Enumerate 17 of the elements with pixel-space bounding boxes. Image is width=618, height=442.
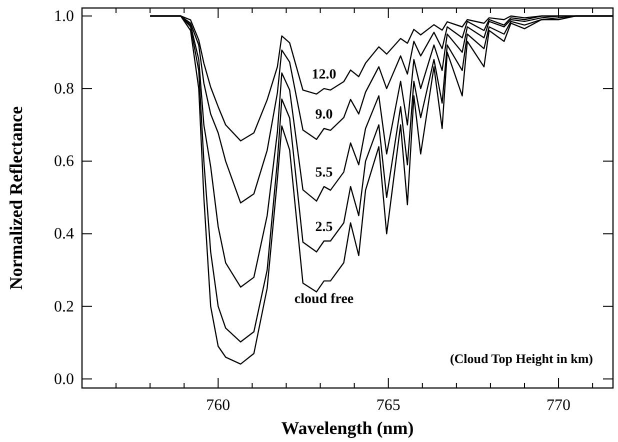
annotation: (Cloud Top Height in km) (450, 351, 593, 366)
text: 1.0 (54, 8, 74, 25)
x-tick-label: 765 (376, 397, 400, 414)
series-label: 12.0 (312, 68, 336, 83)
text: 0.0 (54, 370, 74, 388)
y-axis-title: Normalized Reflectance (6, 106, 26, 290)
series-label: cloud free (294, 292, 354, 307)
series-label: 9.0 (315, 107, 333, 122)
y-tick-label: 0.8 (54, 80, 74, 98)
series-label: 5.5 (315, 166, 333, 181)
x-tick-label: 760 (206, 397, 230, 414)
x-axis-title: Wavelength (nm) (281, 418, 414, 438)
x-tick-label: 770 (546, 397, 571, 414)
series-label: 2.5 (315, 220, 333, 236)
y-tick-label: 0.2 (54, 298, 74, 316)
y-tick-label: 0.4 (54, 226, 74, 243)
y-tick-label: 0.6 (54, 153, 74, 170)
